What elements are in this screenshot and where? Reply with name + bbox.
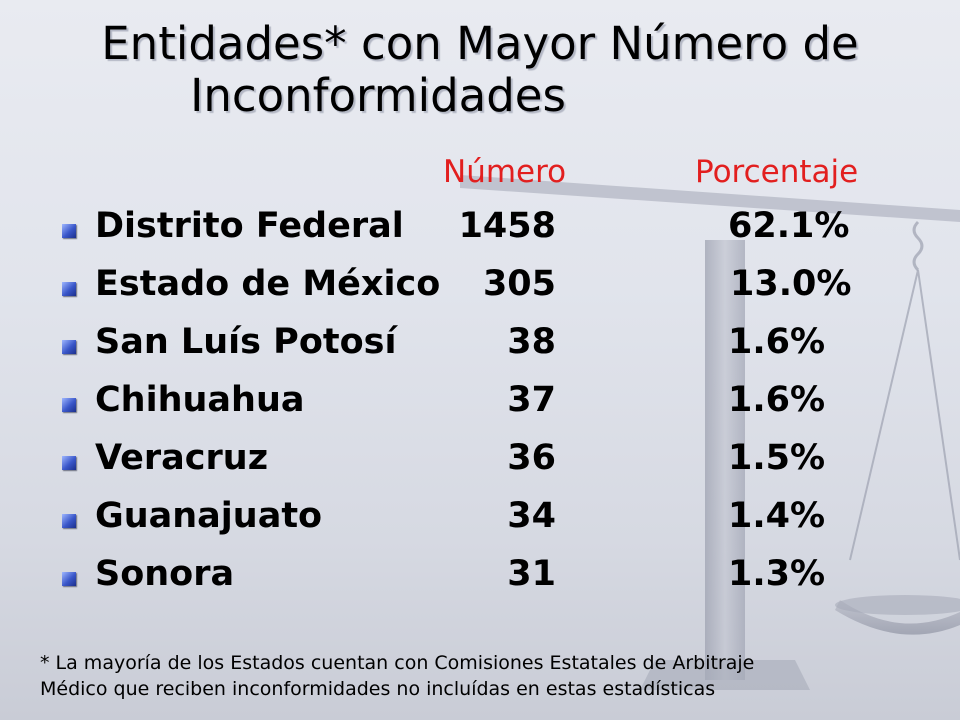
square-bullet-icon — [62, 398, 76, 412]
entity-number: 1458 — [458, 206, 556, 246]
entity-number: 36 — [507, 438, 556, 478]
entity-percentage: 1.6% — [728, 380, 826, 420]
entity-name: Distrito Federal — [95, 206, 404, 246]
slide-title-line-1: Entidades* con Mayor Número de — [101, 17, 859, 70]
square-bullet-icon — [62, 514, 76, 528]
column-header-percentage: Porcentaje — [695, 154, 859, 190]
footnote-line-2: Médico que reciben inconformidades no in… — [40, 678, 716, 700]
slide-title-line-2: Inconformidades — [190, 69, 566, 122]
entity-number: 305 — [482, 264, 556, 304]
entity-name: Veracruz — [95, 438, 269, 478]
square-bullet-icon — [62, 224, 76, 238]
entity-number: 38 — [507, 322, 556, 362]
entity-percentage: 62.1% — [728, 206, 850, 246]
square-bullet-icon — [62, 456, 76, 470]
list-item-estado-de-mexico: Estado de México 305 13.0% — [0, 260, 960, 318]
list-item-sonora: Sonora 31 1.3% — [0, 550, 960, 608]
list-item-san-luis-potosi: San Luís Potosí 38 1.6% — [0, 318, 960, 376]
entity-percentage: 1.6% — [728, 322, 826, 362]
footnote-line-1: * La mayoría de los Estados cuentan con … — [40, 652, 755, 674]
entity-name: Estado de México — [95, 264, 441, 304]
square-bullet-icon — [62, 282, 76, 296]
column-header-number: Número — [443, 154, 567, 190]
entity-percentage: 13.0% — [730, 264, 852, 304]
footnote: * La mayoría de los Estados cuentan con … — [40, 650, 754, 702]
entity-name: Chihuahua — [95, 380, 305, 420]
square-bullet-icon — [62, 572, 76, 586]
entity-name: Guanajuato — [95, 496, 323, 536]
list-item-chihuahua: Chihuahua 37 1.6% — [0, 376, 960, 434]
list-item-distrito-federal: Distrito Federal 1458 62.1% — [0, 202, 960, 260]
list-item-guanajuato: Guanajuato 34 1.4% — [0, 492, 960, 550]
entity-name: Sonora — [95, 554, 235, 594]
entity-percentage: 1.4% — [728, 496, 826, 536]
entity-percentage: 1.3% — [728, 554, 826, 594]
entity-name: San Luís Potosí — [95, 322, 397, 362]
list-item-veracruz: Veracruz 36 1.5% — [0, 434, 960, 492]
entity-number: 34 — [507, 496, 556, 536]
entity-number: 31 — [507, 554, 556, 594]
entity-percentage: 1.5% — [728, 438, 826, 478]
square-bullet-icon — [62, 340, 76, 354]
entity-number: 37 — [507, 380, 556, 420]
